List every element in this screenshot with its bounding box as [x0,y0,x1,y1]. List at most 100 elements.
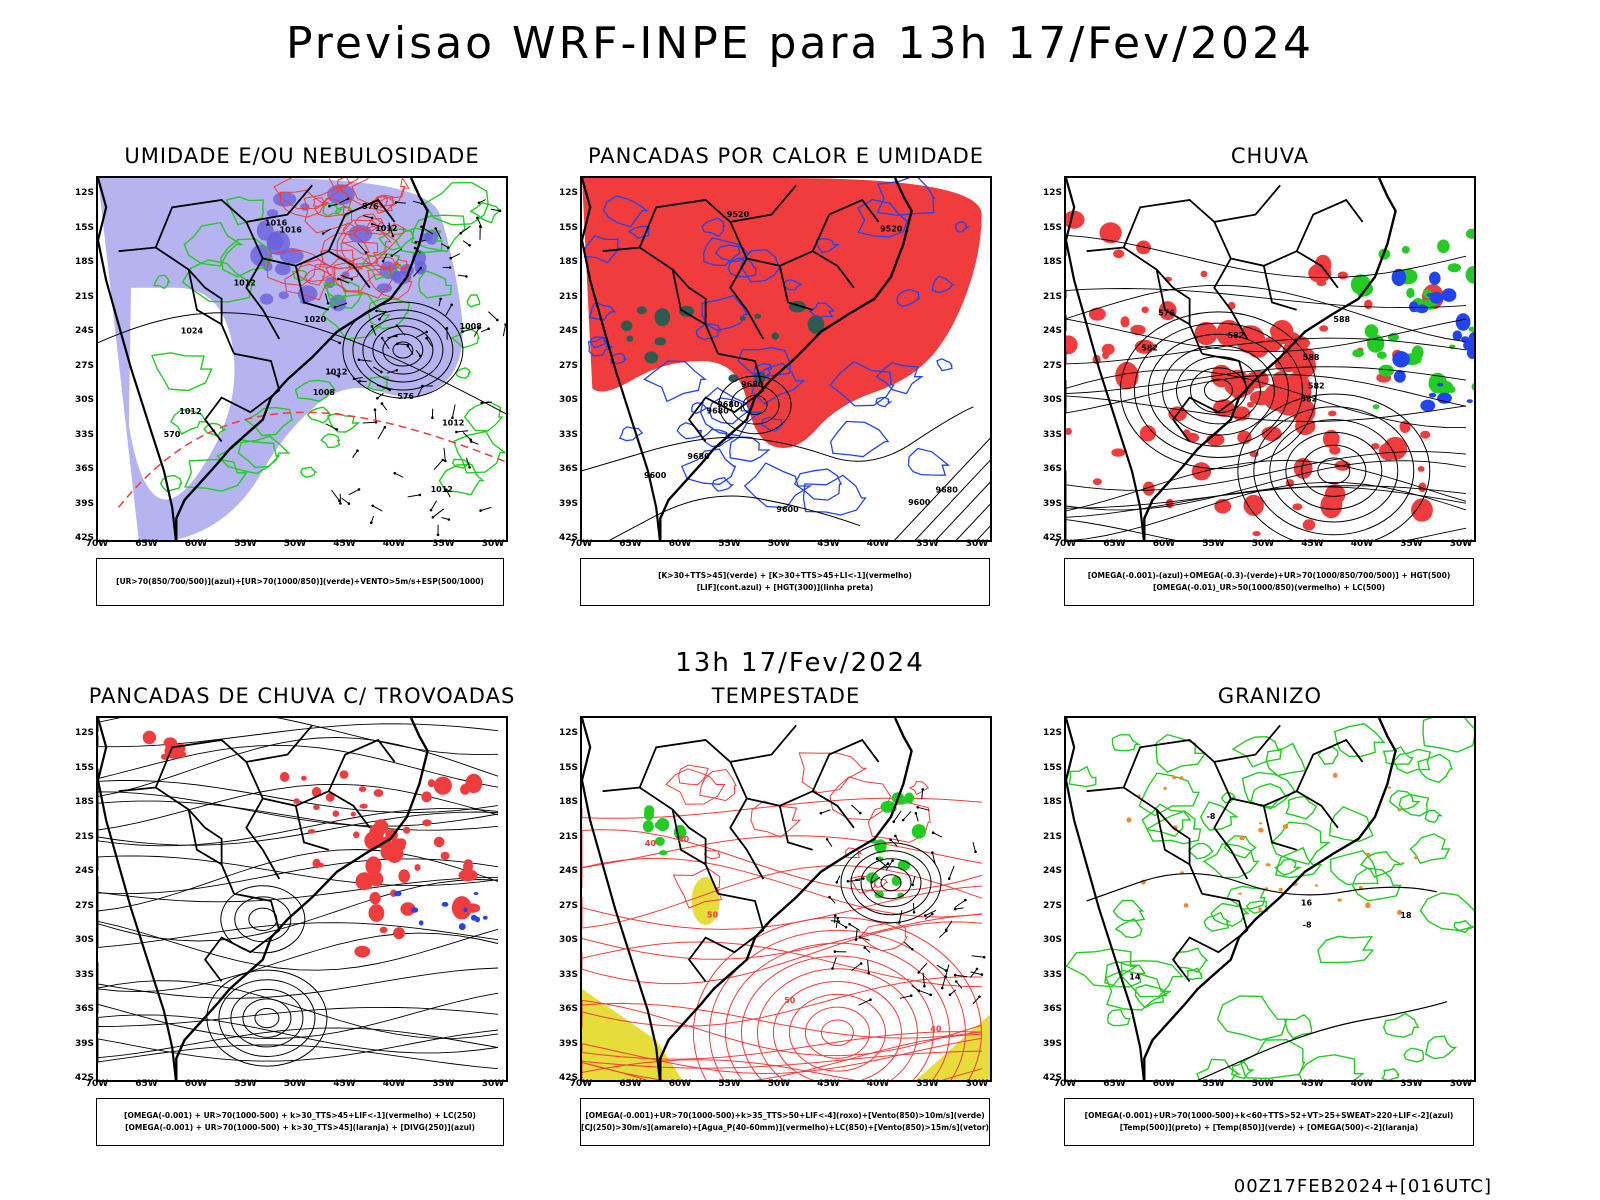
coastline [1066,178,1145,540]
lc850-streamline [582,999,983,1057]
latitude-label: 21S [74,831,94,842]
longitude-label: 40W [382,1079,406,1089]
rain-field [1337,271,1348,280]
temp850-contour [1381,1068,1400,1080]
latitude-label: 33S [1042,969,1062,980]
rain-field [1092,478,1102,486]
wind-vector [390,254,394,258]
contour-label: 9680 [936,486,959,495]
wind-vector [948,865,955,879]
country-border [187,268,223,325]
lifted-index-contour [701,294,749,331]
country-border [638,184,797,248]
longitude-label: 50W [767,539,791,549]
streamline [98,780,499,813]
storm-field [365,856,382,876]
latitude-label: 39S [1042,498,1062,509]
wind-vector [372,505,383,512]
humidity-core [266,209,278,218]
temp850-contour [1274,846,1323,879]
wind-vector [435,228,442,240]
wind-vector [480,506,492,512]
latitude-label: 12S [1042,728,1062,738]
wind-vector [357,488,361,491]
isobar [98,312,506,415]
wind-vector [418,493,422,497]
temp850-contour [1329,805,1374,843]
lifted-index-contour [643,360,707,403]
panel-2-map[interactable]: 9680 9680 9680 9680 9600 9600 9520 9680 9600 9520 [580,176,992,542]
wind-vector [348,488,360,496]
wind-vector [955,981,963,989]
wind-vector [911,883,914,887]
omega-marker [1238,892,1242,895]
moist-contour [322,202,344,217]
temp850-contour [1203,911,1232,932]
panel-1-map[interactable]: 1012 1012 1012 1012 1012 1008 1008 1020 1024 1016… [96,176,508,542]
wind-vector [430,500,438,511]
hgt-contour [1161,344,1275,436]
wind-vector [462,240,470,246]
storm-field [373,789,384,797]
wind-vector [394,201,398,204]
wind-vector [945,920,953,931]
latitude-label: 18S [558,257,578,267]
latitude-label: 36S [74,1004,94,1014]
panel-3-map[interactable]: 588 582 582 588 582 576 582 [1064,176,1476,542]
moist-contour [326,412,361,433]
storm-field [279,771,290,782]
wind-vector [504,323,506,326]
omega-strong [1415,304,1429,314]
wind-vector [833,950,837,953]
wind-vector [420,225,423,229]
lifted-index-contour [703,237,741,267]
longitude-label: 30W [481,539,505,549]
green-instability [626,335,634,342]
wind-vector [487,327,490,330]
wind-vector [445,488,448,492]
wind-vector [339,198,349,204]
hgt-contour [1133,322,1303,458]
divergence-marker [473,892,479,895]
pressure-low [392,341,414,359]
omega-field [1406,287,1415,299]
contour-label: 588 [1303,353,1320,362]
wind-vector [953,973,957,977]
latitude-label: 18S [74,257,94,267]
wind-vector [322,228,332,234]
country-border [638,724,797,788]
wind-vector [899,995,912,999]
thickness-contour [284,259,337,301]
rain-field [1364,299,1373,310]
country-border [1155,268,1191,325]
moist-contour [453,430,506,474]
latitude-label: 30S [74,935,94,945]
temp850-contour [1202,842,1260,879]
country-border [1295,738,1364,792]
rain-field [1411,498,1433,522]
panel-5-map[interactable]: 40 40 50 50 40 [580,716,992,1082]
longitude-label: 35W [432,539,455,549]
wind-vector [425,336,428,340]
panel-6-map[interactable]: -8 -8 16 18 14 [1064,716,1476,1082]
longitude-label: 55W [1202,1079,1225,1089]
humidity-core [274,262,291,276]
contour-label: 9520 [727,210,750,219]
country-border [118,246,235,355]
green-instability [679,305,695,317]
temp850-contour [1226,885,1266,910]
temp850-contour [1138,772,1200,817]
panel-4-map[interactable] [96,716,508,1082]
omega-marker [1183,903,1189,908]
contour-label: 9680 [717,400,740,409]
temp850-contour [1398,793,1430,817]
omega-field [1465,266,1474,284]
wind-vector [478,225,482,228]
jet-stream-area [691,877,720,925]
storm-field [463,859,473,866]
storm-field [325,792,335,802]
wind-vector [502,324,506,337]
wind-vector [370,222,374,226]
omega-marker [1179,776,1184,780]
wind-vector [970,968,978,978]
